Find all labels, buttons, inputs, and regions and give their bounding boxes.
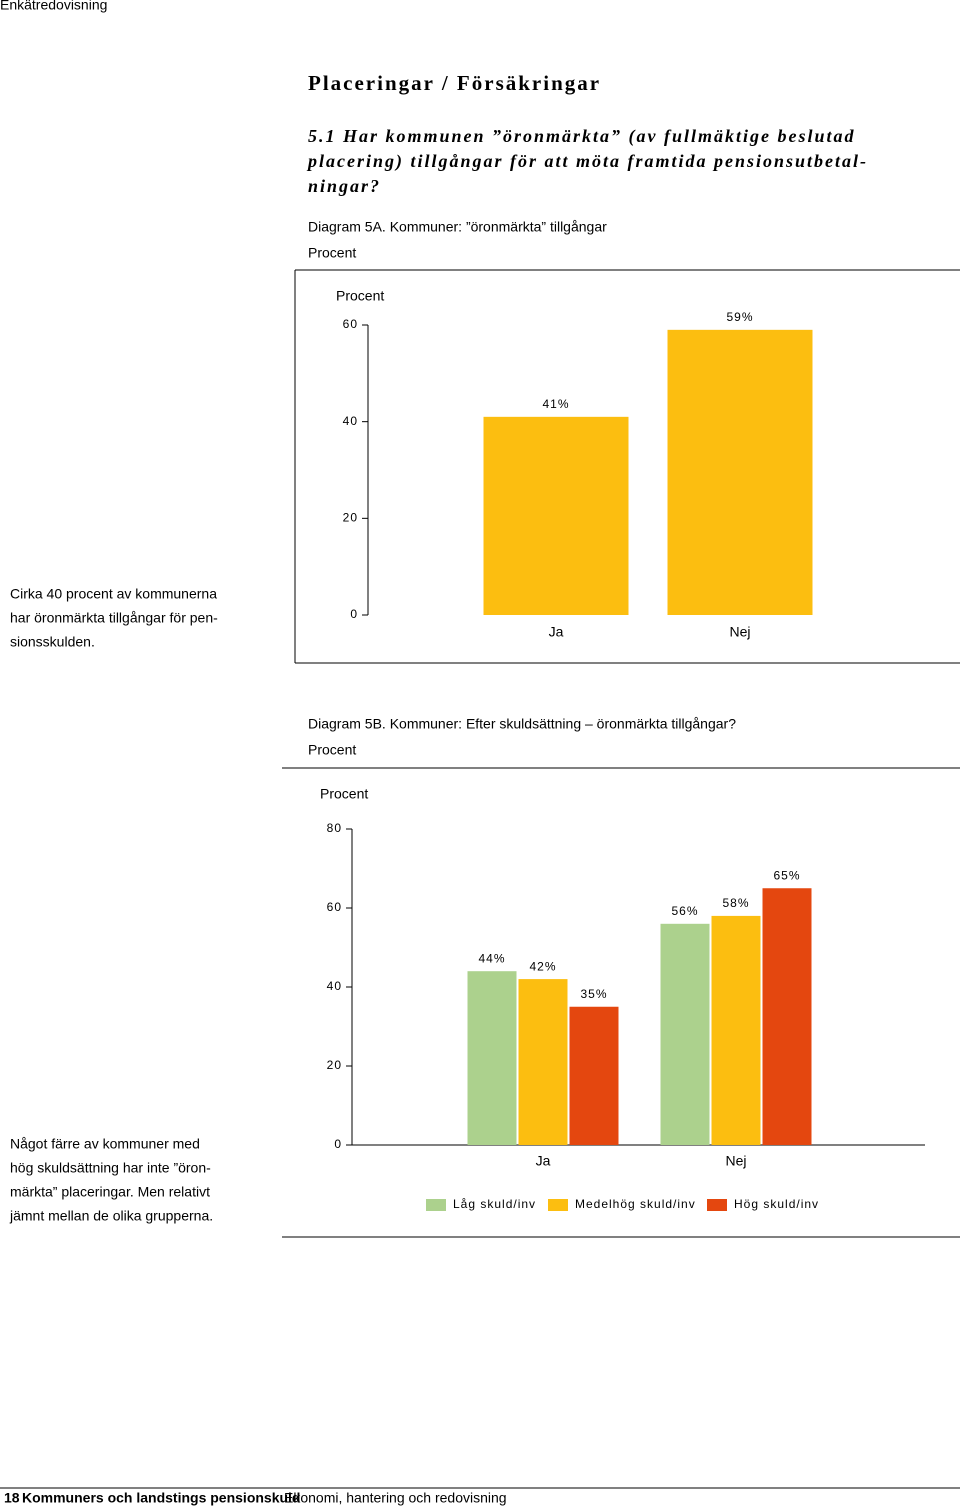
bar [667, 329, 813, 615]
note-line: märkta” placeringar. Men relativt [10, 1184, 210, 1200]
footer-subtitle: Ekonomi, hantering och redovisning [284, 1490, 507, 1506]
y-tick-label: 40 [343, 414, 358, 428]
legend-label: Medelhög skuld/inv [575, 1197, 696, 1211]
value-label: 42% [529, 959, 556, 973]
y-tick-label: 80 [327, 821, 342, 835]
legend-label: Låg skuld/inv [453, 1197, 536, 1211]
legend-swatch [548, 1199, 568, 1211]
bar [467, 971, 517, 1145]
chart-title: Diagram 5B. Kommuner: Efter skuldsättnin… [308, 716, 736, 732]
note-line: jämnt mellan de olika grupperna. [9, 1208, 213, 1224]
note-line: Cirka 40 procent av kommunerna [10, 586, 217, 602]
y-tick-label: 20 [327, 1058, 342, 1072]
question-line: 5.1 Har kommunen ”öronmärkta” (av fullmä… [308, 126, 856, 147]
y-tick-label: 0 [350, 607, 358, 621]
legend-swatch [707, 1199, 727, 1211]
note-line: hög skuldsättning har inte ”öron- [10, 1160, 211, 1176]
y-tick-label: 60 [327, 900, 342, 914]
legend-swatch [426, 1199, 446, 1211]
value-label: 35% [580, 987, 607, 1001]
y-axis-label: Procent [336, 288, 384, 304]
bar [518, 979, 568, 1145]
footer-publication: Kommuners och landstings pensionskuld [22, 1490, 300, 1506]
y-tick-label: 0 [334, 1137, 342, 1151]
chart-subtitle: Procent [308, 742, 356, 758]
x-tick-label: Ja [549, 624, 564, 640]
question-line: placering) tillgångar för att möta framt… [306, 151, 868, 172]
chart-subtitle: Procent [308, 245, 356, 261]
y-tick-label: 40 [327, 979, 342, 993]
y-axis-label: Procent [320, 786, 368, 802]
y-tick-label: 60 [343, 317, 358, 331]
bar [762, 888, 812, 1145]
note-line: sionsskulden. [10, 634, 95, 650]
value-label: 41% [542, 397, 569, 411]
question-line: ningar? [308, 176, 381, 196]
y-tick-label: 20 [343, 511, 358, 525]
x-tick-label: Nej [725, 1153, 746, 1169]
legend-label: Hög skuld/inv [734, 1197, 819, 1211]
value-label: 65% [773, 868, 800, 882]
value-label: 59% [726, 310, 753, 324]
x-tick-label: Ja [536, 1153, 551, 1169]
section-header: Enkätredovisning [0, 0, 107, 13]
bar [711, 915, 761, 1145]
note-line: Något färre av kommuner med [10, 1136, 200, 1152]
bar [569, 1006, 619, 1145]
chart-title: Diagram 5A. Kommuner: ”öronmärkta” tillg… [308, 219, 607, 235]
heading: Placeringar / Försäkringar [308, 71, 601, 95]
x-tick-label: Nej [729, 624, 750, 640]
bar [483, 416, 629, 615]
value-label: 44% [478, 951, 505, 965]
value-label: 56% [671, 904, 698, 918]
page-number: 18 [4, 1490, 20, 1506]
bar [660, 923, 710, 1145]
note-line: har öronmärkta tillgångar för pen- [10, 610, 218, 626]
value-label: 58% [722, 896, 749, 910]
